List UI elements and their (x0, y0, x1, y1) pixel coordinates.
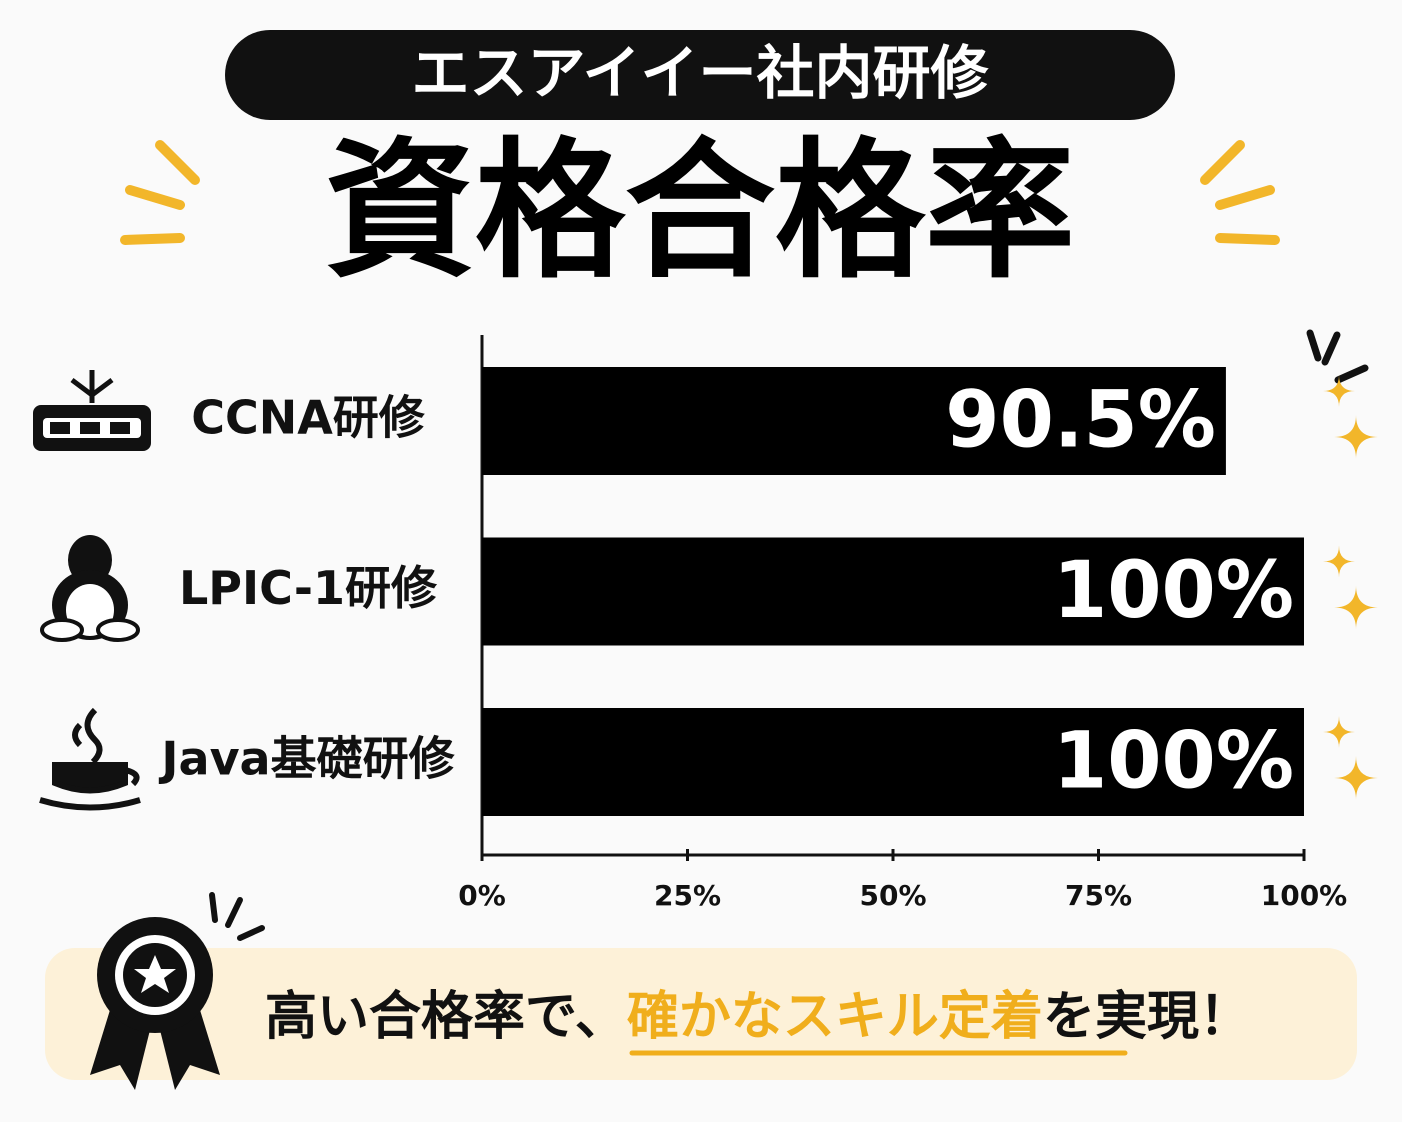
accent-lines (1306, 329, 1369, 384)
sparkle (1323, 545, 1355, 578)
sparkle (1334, 756, 1378, 800)
penguin-icon (40, 535, 140, 642)
footer-highlight: 確かなスキル定着 (627, 987, 1043, 1047)
footer-text: 高い合格率で、確かなスキル定着を実現！ (265, 987, 1251, 1047)
x-tick-label: 50% (859, 879, 926, 912)
sparkle (1323, 716, 1355, 748)
footer-box (45, 948, 1357, 1080)
bar (482, 367, 1226, 475)
chart-subtitle: エスアイイー社内研修 (411, 39, 989, 107)
bar (482, 537, 1304, 646)
chart-title: 資格合格率 (325, 125, 1075, 299)
java-icon (39, 707, 141, 811)
category-label: Java基礎研修 (158, 732, 455, 786)
header-pill (225, 30, 1175, 120)
footer-text-part: を実現！ (1043, 987, 1251, 1047)
badge-accent (209, 892, 265, 941)
value-label: 90.5% (945, 375, 1216, 465)
x-tick-label: 0% (458, 879, 506, 912)
sparkle (1334, 585, 1378, 630)
x-tick-label: 75% (1065, 879, 1132, 912)
bar (482, 708, 1304, 816)
footer-text-part: 高い合格率で、 (265, 987, 627, 1047)
x-tick-label: 25% (654, 879, 721, 912)
title-sparkle (120, 140, 1280, 245)
sparkle (1323, 375, 1355, 407)
x-tick-label: 100% (1261, 879, 1348, 912)
category-label: CCNA研修 (191, 391, 426, 445)
router-icon (33, 370, 151, 451)
value-label: 100% (1053, 716, 1294, 806)
sparkle (1334, 415, 1378, 459)
category-label: LPIC-1研修 (179, 561, 438, 615)
value-label: 100% (1053, 546, 1294, 636)
badge-icon (90, 917, 220, 1090)
